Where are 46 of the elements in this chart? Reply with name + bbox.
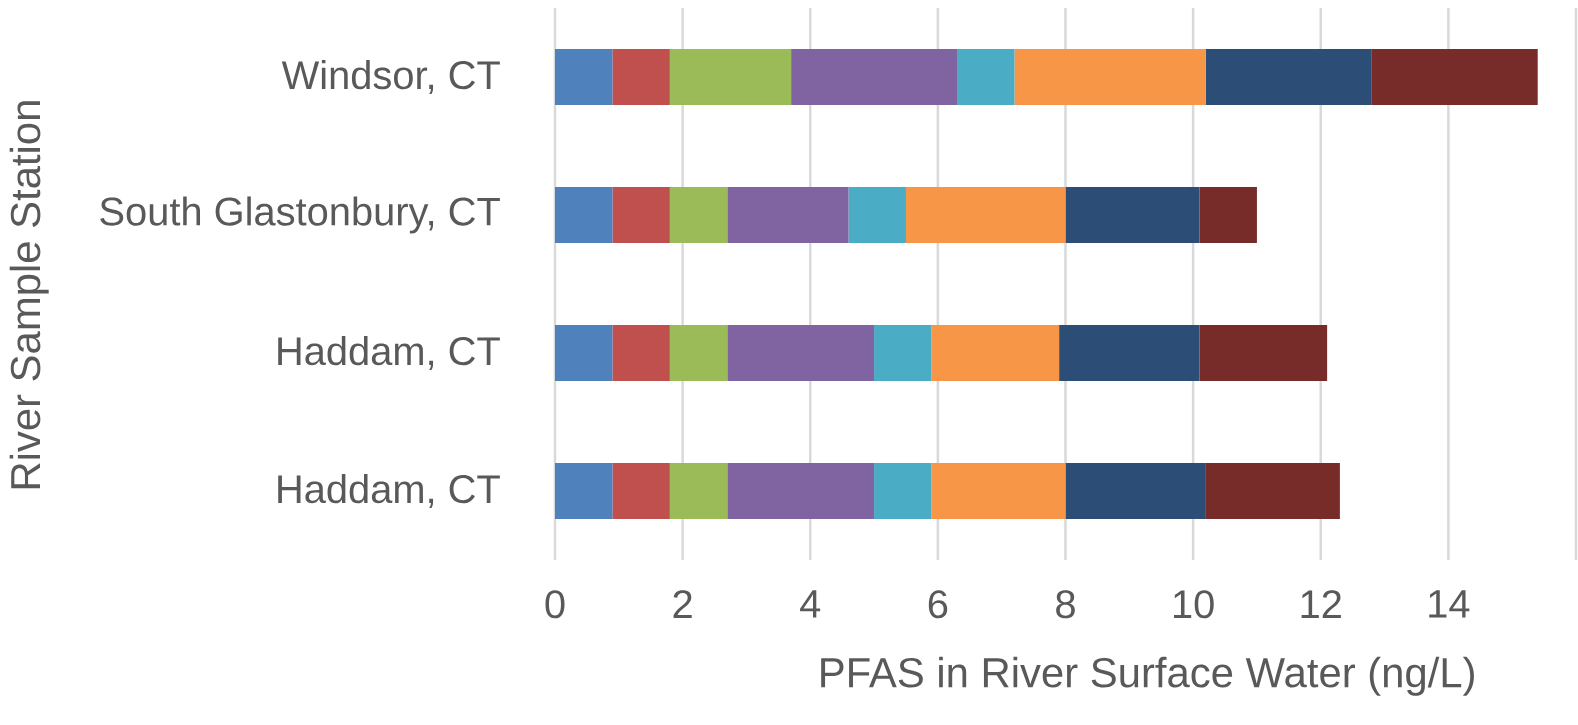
bar — [931, 325, 1060, 382]
bar — [727, 187, 849, 244]
bar — [1199, 325, 1328, 382]
x-tick-label: 14 — [1429, 590, 1470, 618]
bar — [1205, 463, 1340, 520]
bar — [1059, 325, 1200, 382]
bar — [612, 463, 670, 520]
bar — [791, 49, 958, 106]
bar — [554, 325, 613, 382]
x-tick-label: 0 — [545, 590, 565, 619]
x-tick-label: 12 — [1301, 590, 1341, 618]
bar — [554, 463, 613, 520]
bar — [727, 325, 875, 382]
bar — [905, 187, 1066, 244]
bar — [669, 49, 792, 106]
y-axis-title: River Sample Station — [9, 101, 49, 489]
bar — [874, 325, 932, 382]
bar — [612, 325, 670, 382]
bar — [931, 463, 1066, 520]
bar — [554, 49, 613, 106]
bar — [1065, 187, 1200, 244]
y-tick-label: Windsor, CT — [281, 60, 500, 94]
bar — [612, 187, 670, 244]
x-axis-title: PFAS in River Surface Water (ng/L) — [821, 656, 1474, 696]
bar — [727, 463, 875, 520]
bar — [1371, 49, 1538, 106]
bar — [874, 463, 932, 520]
x-tick-label: 6 — [928, 590, 948, 619]
x-tick-label: 8 — [1056, 590, 1075, 619]
bar — [1014, 49, 1206, 106]
x-tick-label: 4 — [800, 590, 821, 618]
bar — [1205, 49, 1372, 106]
bar — [669, 187, 728, 244]
bar — [1065, 463, 1206, 520]
bar — [669, 463, 728, 520]
bar — [848, 187, 906, 244]
bar — [612, 49, 670, 106]
y-tick-label: South Glastonbury, CT — [100, 196, 500, 234]
y-tick-label: Haddam, CT — [278, 474, 500, 508]
bar — [957, 49, 1015, 106]
x-tick-label: 10 — [1173, 590, 1214, 619]
bar — [554, 187, 613, 244]
y-tick-label: Haddam, CT — [278, 336, 500, 370]
bar — [1199, 187, 1257, 244]
bar — [669, 325, 728, 382]
x-tick-label: 2 — [673, 590, 692, 618]
